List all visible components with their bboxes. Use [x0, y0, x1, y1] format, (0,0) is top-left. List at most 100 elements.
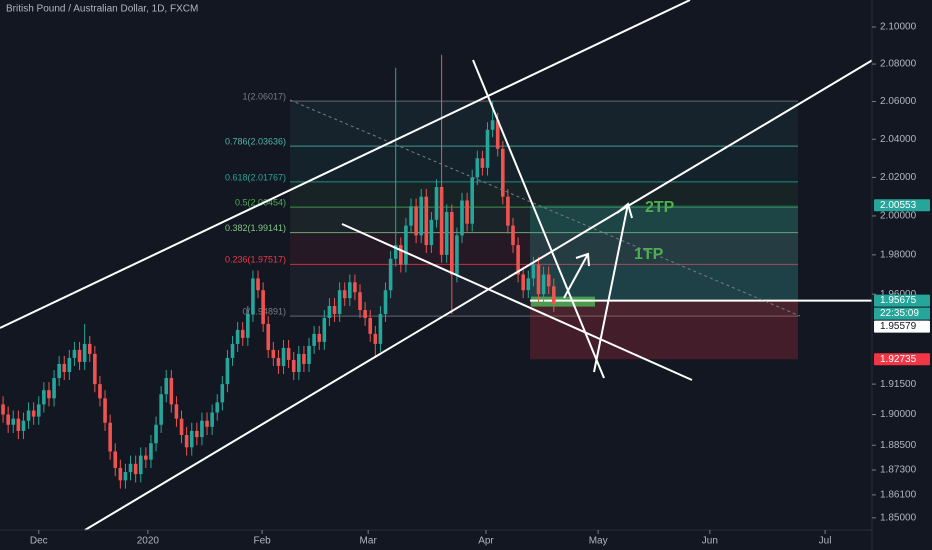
candle-body	[337, 290, 342, 314]
candle-body	[251, 278, 255, 314]
candle-body	[47, 390, 51, 399]
candle-body	[281, 347, 286, 366]
candle-body	[21, 420, 26, 431]
y-tick-label: 2.08000	[880, 59, 917, 70]
fib-label: 0.382(1.99141)	[225, 223, 286, 233]
candle-body	[531, 264, 536, 279]
y-tick-label: 1.87300	[880, 465, 917, 476]
fib-band	[290, 181, 798, 208]
candle-body	[200, 420, 204, 438]
candle-body	[302, 353, 306, 364]
candle-body	[546, 274, 551, 287]
price-tag	[874, 294, 930, 307]
stop-zone	[530, 300, 798, 360]
candle-body	[439, 187, 444, 255]
candle-body	[31, 410, 36, 417]
candle-body	[103, 398, 107, 423]
chart-title: British Pound / Australian Dollar, 1D, F…	[6, 4, 198, 15]
x-tick-label: Apr	[478, 536, 494, 547]
candle-body	[490, 120, 495, 130]
candle-body	[342, 290, 347, 299]
candle-body	[541, 274, 546, 295]
candle-body	[424, 196, 429, 246]
x-tick-label: May	[589, 536, 608, 547]
candle-body	[195, 430, 199, 438]
candle-body	[460, 200, 464, 236]
fib-label: 0.618(2.01767)	[225, 172, 286, 182]
candle-body	[26, 410, 31, 421]
candle-body	[98, 384, 102, 399]
price-tag	[874, 199, 930, 212]
y-tick-label: 1.91500	[880, 379, 917, 390]
candle-body	[506, 196, 510, 226]
arrow-head	[575, 252, 590, 267]
candle-body	[77, 349, 82, 362]
candle-body	[286, 347, 291, 360]
price-axis	[872, 0, 932, 550]
price-tags: 2.00553 1.95675 22:35:09 1.95579 1.92735	[874, 199, 930, 366]
candle-body	[373, 333, 378, 344]
y-tick-label: 2.06000	[880, 96, 917, 107]
candle-body	[256, 278, 260, 291]
candle-body	[501, 148, 505, 197]
candle-body	[82, 343, 87, 362]
price-tag-label: 1.92735	[880, 354, 917, 365]
trend-line	[472, 59, 605, 379]
candle-body	[11, 418, 16, 425]
x-tick-label: 2020	[137, 536, 160, 547]
x-tick-label: Dec	[30, 536, 48, 547]
annotation: 2TP	[645, 199, 675, 216]
candle-body	[551, 286, 556, 305]
candle-body	[419, 196, 424, 236]
candle-body	[159, 394, 163, 425]
candle-body	[317, 333, 322, 342]
candle-body	[128, 463, 133, 473]
price-tag-label: 1.95675	[880, 295, 917, 306]
candle-body	[485, 129, 490, 168]
price-tag	[874, 320, 930, 333]
candle-body	[108, 422, 112, 452]
candle-body	[149, 443, 153, 460]
fib-band	[290, 101, 798, 147]
candle-body	[327, 306, 332, 318]
axes: 2.10000 2.08000 2.06000 2.04000 2.02000 2.000…	[30, 22, 917, 547]
candle-body	[169, 378, 174, 405]
candle-body	[297, 353, 301, 373]
arrow-head	[616, 202, 633, 219]
price-tag-label: 2.00553	[880, 200, 917, 211]
candle-body	[383, 290, 388, 314]
candle-body	[444, 212, 449, 255]
candle-body	[399, 245, 403, 265]
candle-body	[42, 390, 46, 405]
candle-body	[414, 206, 418, 236]
candle-body	[240, 329, 245, 338]
candle-body	[235, 329, 240, 344]
candle-body	[93, 353, 97, 385]
candle-body	[480, 158, 485, 168]
candle-body	[72, 349, 77, 358]
fib-label: 0.236(1.97517)	[225, 255, 286, 265]
candle-body	[210, 412, 214, 427]
drawings	[0, 0, 877, 531]
arrow	[563, 253, 589, 299]
candle-body	[516, 245, 520, 275]
candle-body	[393, 245, 398, 259]
fib-label: 0.786(2.03636)	[225, 137, 286, 147]
x-tick-label: Jul	[819, 536, 832, 547]
countdown-bg	[874, 307, 930, 320]
candle-body	[87, 343, 92, 354]
channel-upper	[0, 0, 691, 329]
candle-body	[36, 404, 41, 417]
candle-body	[307, 345, 311, 364]
candle-body	[358, 292, 362, 311]
candles	[1, 54, 556, 489]
candle-body	[261, 290, 265, 324]
candle-body	[495, 120, 500, 149]
candle-body	[220, 384, 225, 403]
y-tick-label: 1.98000	[880, 250, 917, 261]
candle-body	[429, 219, 434, 246]
candle-body	[409, 206, 413, 226]
y-tick-label: 2.00000	[880, 211, 917, 222]
target-zone	[530, 205, 798, 301]
price-tag	[874, 353, 930, 366]
